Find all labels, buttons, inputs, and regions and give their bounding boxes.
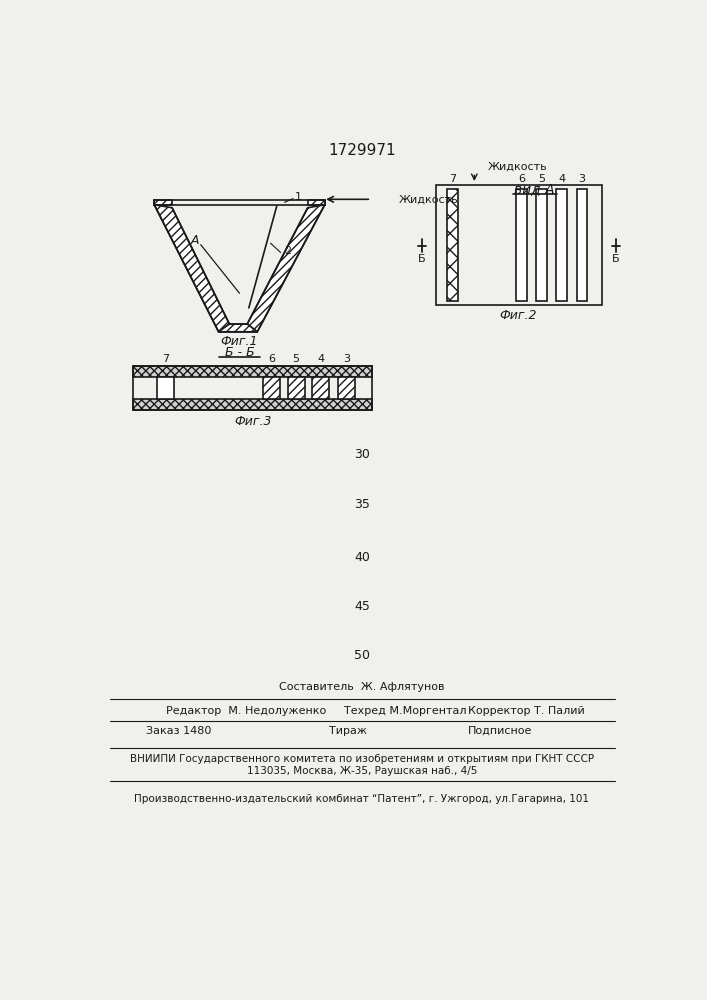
Text: ВНИИПИ Государственного комитета по изобретениям и открытиям при ГКНТ СССР: ВНИИПИ Государственного комитета по изоб… bbox=[130, 754, 594, 764]
Bar bbox=[263, 377, 280, 399]
Polygon shape bbox=[218, 324, 257, 332]
Text: Жидкость: Жидкость bbox=[488, 161, 547, 171]
Text: 35: 35 bbox=[354, 498, 370, 512]
Bar bbox=[134, 366, 372, 377]
Bar bbox=[556, 189, 567, 301]
Text: вид A: вид A bbox=[514, 182, 554, 196]
Text: 3: 3 bbox=[343, 354, 350, 364]
Text: 4: 4 bbox=[317, 354, 325, 364]
Text: 2: 2 bbox=[284, 246, 291, 256]
Bar bbox=[288, 377, 305, 399]
Text: 5: 5 bbox=[538, 174, 545, 184]
Bar bbox=[312, 377, 329, 399]
Text: Подписное: Подписное bbox=[468, 726, 532, 736]
Bar bbox=[537, 189, 547, 301]
Bar bbox=[134, 366, 372, 410]
Polygon shape bbox=[154, 205, 230, 332]
Text: Фиг.2: Фиг.2 bbox=[500, 309, 537, 322]
Text: Заказ 1480: Заказ 1480 bbox=[146, 726, 212, 736]
Text: Редактор  М. Недолуженко: Редактор М. Недолуженко bbox=[166, 706, 326, 716]
Polygon shape bbox=[154, 200, 172, 205]
Bar bbox=[577, 189, 588, 301]
Text: Техред М.Моргентал: Техред М.Моргентал bbox=[344, 706, 467, 716]
Text: 40: 40 bbox=[354, 551, 370, 564]
Polygon shape bbox=[308, 200, 325, 205]
Text: Жидкость: Жидкость bbox=[398, 194, 458, 204]
Text: Корректор Т. Палий: Корректор Т. Палий bbox=[468, 706, 585, 716]
Text: 6: 6 bbox=[518, 174, 525, 184]
Text: Б: Б bbox=[612, 254, 620, 264]
Text: 30: 30 bbox=[354, 448, 370, 461]
Text: A: A bbox=[191, 234, 199, 247]
Text: 1729971: 1729971 bbox=[328, 143, 396, 158]
Bar bbox=[516, 189, 527, 301]
Text: Фиг.1: Фиг.1 bbox=[221, 335, 258, 348]
Text: 45: 45 bbox=[354, 600, 370, 613]
Text: 1: 1 bbox=[296, 192, 303, 202]
Bar bbox=[158, 377, 175, 399]
Bar bbox=[134, 399, 372, 410]
Text: 3: 3 bbox=[578, 174, 585, 184]
Bar bbox=[436, 185, 602, 305]
Bar bbox=[338, 377, 355, 399]
Bar bbox=[448, 189, 458, 301]
Text: Тираж: Тираж bbox=[329, 726, 367, 736]
Text: 50: 50 bbox=[354, 649, 370, 662]
Text: 4: 4 bbox=[559, 174, 566, 184]
Polygon shape bbox=[247, 205, 325, 332]
Text: Б - Б: Б - Б bbox=[225, 346, 255, 359]
Text: Производственно-издательский комбинат “Патент”, г. Ужгород, ул.Гагарина, 101: Производственно-издательский комбинат “П… bbox=[134, 794, 590, 804]
Text: Б: Б bbox=[418, 254, 426, 264]
Text: Составитель  Ж. Афлятунов: Составитель Ж. Афлятунов bbox=[279, 682, 445, 692]
Text: Фиг.3: Фиг.3 bbox=[234, 415, 271, 428]
Text: 113035, Москва, Ж-35, Раушская наб., 4/5: 113035, Москва, Ж-35, Раушская наб., 4/5 bbox=[247, 766, 477, 776]
Text: 6: 6 bbox=[268, 354, 275, 364]
Text: 5: 5 bbox=[293, 354, 300, 364]
Text: 7: 7 bbox=[449, 174, 456, 184]
Text: 7: 7 bbox=[163, 354, 170, 364]
